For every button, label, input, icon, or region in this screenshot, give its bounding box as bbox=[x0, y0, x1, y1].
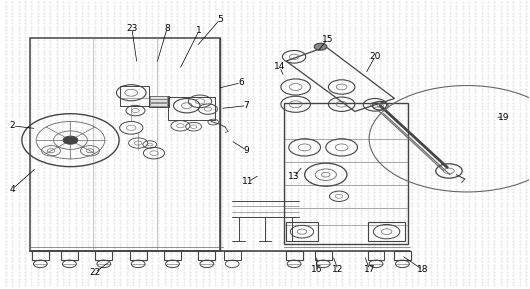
Text: 4: 4 bbox=[10, 185, 15, 194]
Bar bbox=[95, 251, 112, 260]
Circle shape bbox=[314, 43, 327, 50]
Bar bbox=[164, 251, 181, 260]
Text: 11: 11 bbox=[242, 177, 254, 186]
Circle shape bbox=[63, 136, 78, 144]
Text: 7: 7 bbox=[244, 101, 250, 110]
Bar bbox=[167, 97, 215, 120]
Bar bbox=[130, 251, 147, 260]
Text: 12: 12 bbox=[332, 265, 343, 274]
Bar bbox=[151, 96, 167, 99]
Bar bbox=[61, 251, 78, 260]
Bar bbox=[149, 96, 169, 107]
Bar bbox=[151, 103, 167, 106]
Text: 15: 15 bbox=[322, 35, 333, 44]
Text: 17: 17 bbox=[364, 265, 375, 274]
Text: 18: 18 bbox=[417, 265, 428, 274]
Text: 19: 19 bbox=[498, 113, 510, 122]
Bar bbox=[286, 222, 318, 241]
Bar bbox=[284, 103, 408, 244]
Bar bbox=[32, 251, 49, 260]
Text: 8: 8 bbox=[164, 23, 170, 33]
Bar bbox=[315, 251, 332, 260]
Text: 1: 1 bbox=[196, 26, 202, 35]
Text: 9: 9 bbox=[244, 146, 250, 155]
Text: 14: 14 bbox=[274, 62, 286, 71]
Bar bbox=[30, 38, 220, 251]
Bar bbox=[224, 251, 241, 260]
Text: 20: 20 bbox=[369, 52, 381, 61]
Bar bbox=[198, 251, 215, 260]
Bar bbox=[367, 251, 384, 260]
Text: 2: 2 bbox=[10, 121, 15, 130]
Bar bbox=[120, 86, 149, 106]
Bar bbox=[151, 99, 167, 102]
Text: 16: 16 bbox=[311, 265, 323, 274]
Text: 22: 22 bbox=[89, 268, 100, 277]
Bar bbox=[286, 251, 303, 260]
Text: 5: 5 bbox=[217, 15, 223, 24]
Bar bbox=[394, 251, 411, 260]
Text: 13: 13 bbox=[288, 172, 300, 181]
Bar bbox=[368, 222, 405, 241]
Text: 23: 23 bbox=[126, 23, 137, 33]
Text: 6: 6 bbox=[238, 78, 244, 87]
